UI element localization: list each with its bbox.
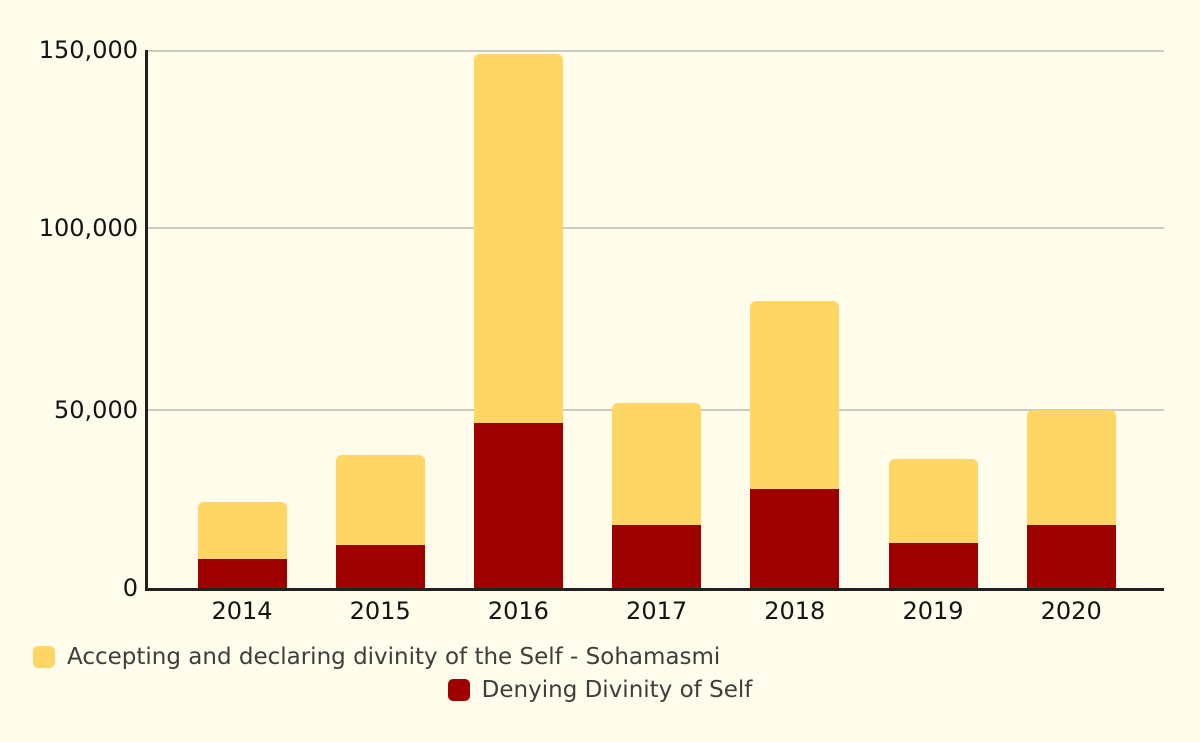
legend-swatch-denying-icon	[447, 679, 470, 701]
x-tick-label-2015: 2015	[349, 597, 411, 625]
bar-2017-denying-segment[interactable]	[612, 525, 702, 588]
plot-area	[145, 50, 1164, 591]
y-tick-label-0: 0	[122, 574, 138, 602]
legend-label-accepting: Accepting and declaring divinity of the …	[67, 644, 721, 670]
y-tick-label-150000: 150,000	[38, 36, 138, 64]
legend-item-denying[interactable]: Denying Divinity of Self	[0, 677, 1200, 703]
y-tick-label-100000: 100,000	[38, 214, 138, 242]
bar-2016-denying-segment[interactable]	[473, 423, 563, 588]
x-tick-label-2016: 2016	[487, 597, 549, 625]
bar-2017-accepting-segment[interactable]	[612, 403, 702, 525]
bar-2014-denying-segment[interactable]	[197, 559, 287, 588]
x-tick-label-2020: 2020	[1040, 597, 1102, 625]
gridline-100000	[148, 227, 1164, 229]
bar-2020-accepting-segment[interactable]	[1026, 410, 1116, 525]
bar-2015-denying-segment[interactable]	[335, 545, 425, 588]
legend-label-denying: Denying Divinity of Self	[481, 677, 753, 703]
gridline-150000	[148, 50, 1164, 52]
bar-2015-accepting-segment[interactable]	[335, 455, 425, 545]
bar-2016-accepting-segment[interactable]	[473, 54, 563, 423]
bar-2018-accepting-segment[interactable]	[750, 301, 840, 489]
x-tick-label-2014: 2014	[211, 597, 273, 625]
x-tick-label-2017: 2017	[626, 597, 688, 625]
bar-2019-accepting-segment[interactable]	[888, 459, 978, 543]
x-tick-label-2018: 2018	[764, 597, 826, 625]
legend-item-accepting[interactable]: Accepting and declaring divinity of the …	[33, 644, 720, 670]
legend-swatch-accepting-icon	[33, 646, 55, 668]
bar-2020-denying-segment[interactable]	[1026, 525, 1116, 588]
bar-2018-denying-segment[interactable]	[750, 489, 840, 588]
y-tick-label-50000: 50,000	[54, 396, 138, 424]
bar-2019-denying-segment[interactable]	[888, 543, 978, 588]
x-tick-label-2019: 2019	[902, 597, 964, 625]
bar-2014-accepting-segment[interactable]	[197, 502, 287, 559]
